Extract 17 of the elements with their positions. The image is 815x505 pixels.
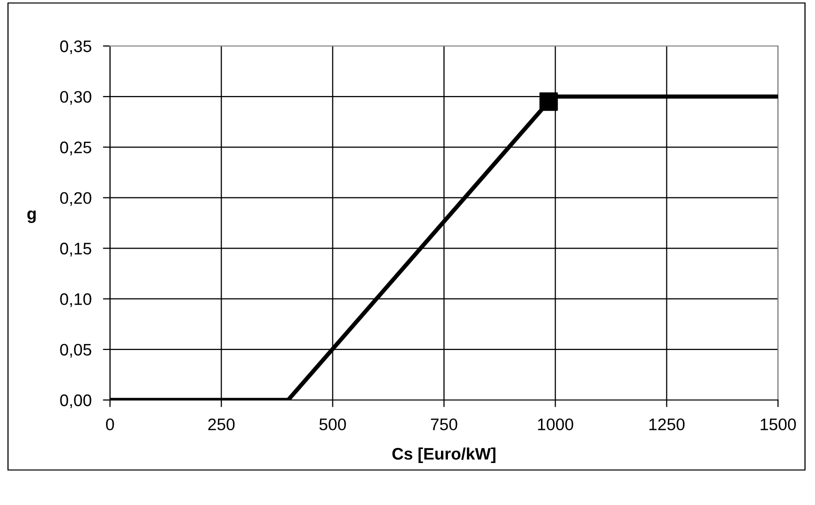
- y-tick-label: 0,00: [60, 394, 92, 408]
- y-tick-label: 0,25: [60, 142, 92, 156]
- y-tick-label: 0,35: [60, 40, 92, 54]
- y-tick-label: 0,15: [60, 242, 92, 256]
- x-tick-label: 1000: [538, 418, 574, 430]
- x-tick-label: 250: [208, 418, 235, 430]
- y-tick-label: 0,05: [60, 344, 92, 358]
- y-tick-label: 0,20: [60, 192, 92, 206]
- y-axis-title: g: [27, 210, 36, 223]
- x-tick-label: 0: [106, 418, 114, 430]
- y-tick-label: 0,10: [60, 293, 92, 308]
- x-axis-title: Cs [Euro/kW]: [392, 447, 496, 464]
- x-tick-label: 1500: [760, 418, 796, 430]
- x-tick-label: 500: [319, 418, 346, 430]
- x-tick-label: 750: [430, 418, 458, 430]
- x-tick-label: 1250: [649, 418, 685, 430]
- y-tick-label: 0,30: [60, 90, 92, 105]
